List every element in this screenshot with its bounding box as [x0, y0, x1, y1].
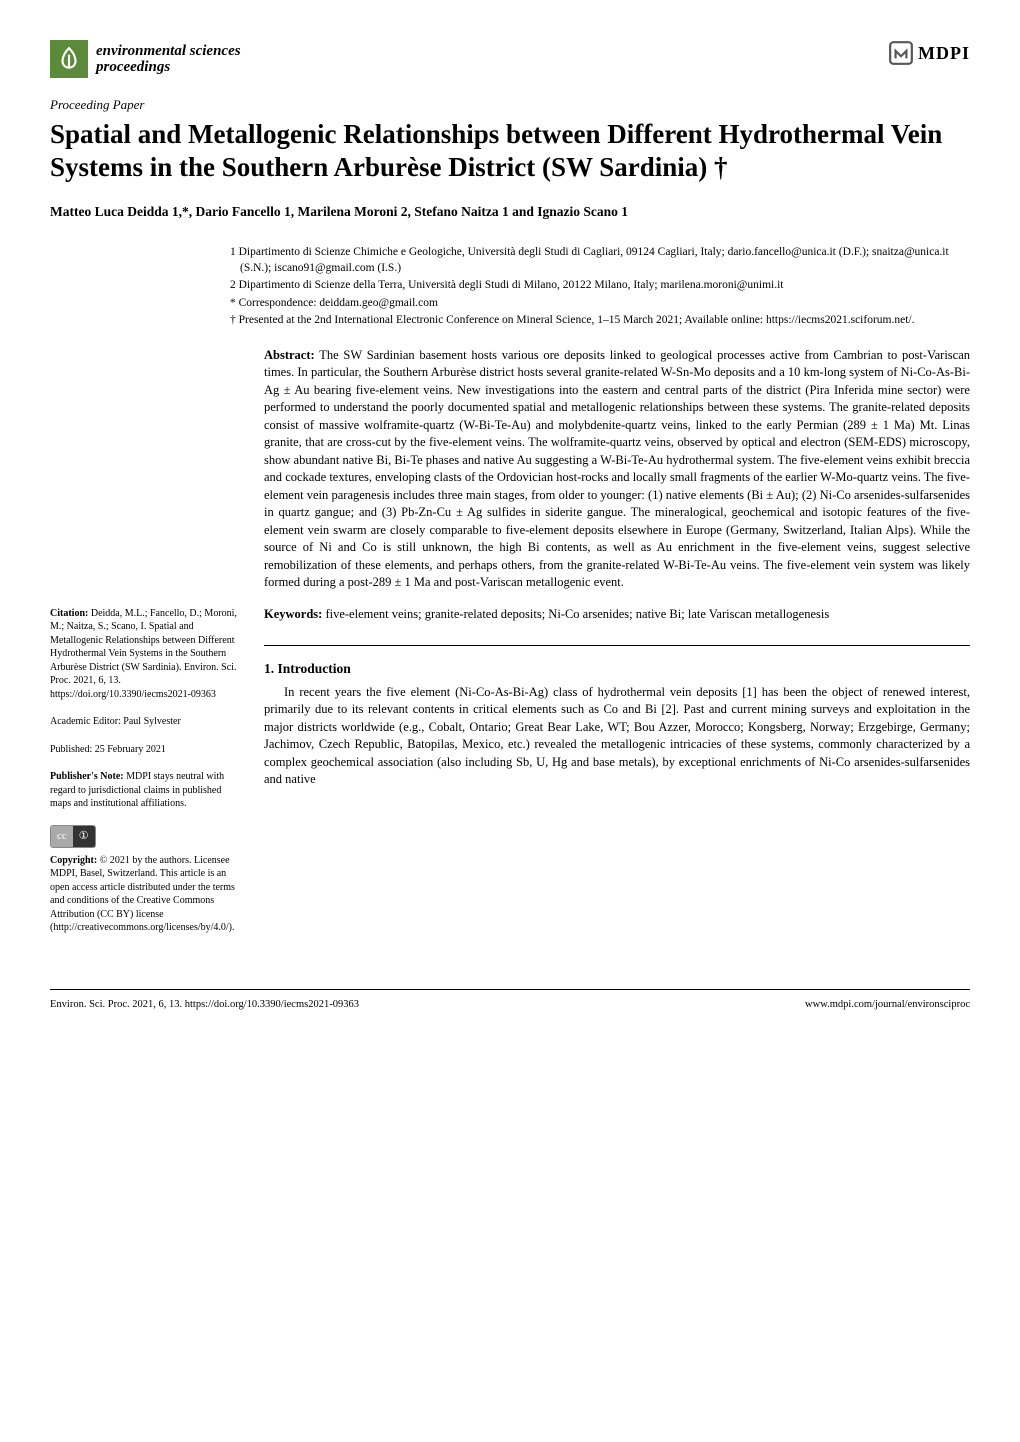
main-two-column: Citation: Deidda, M.L.; Fancello, D.; Mo… [50, 347, 970, 949]
published-date-text: Published: 25 February 2021 [50, 743, 240, 757]
keywords-label: Keywords: [264, 607, 322, 621]
copyright-block: Copyright: © 2021 by the authors. Licens… [50, 854, 240, 935]
sidebar-metadata: Citation: Deidda, M.L.; Fancello, D.; Mo… [50, 347, 240, 949]
authors-line: Matteo Luca Deidda 1,*, Dario Fancello 1… [50, 203, 970, 221]
citation-text: Deidda, M.L.; Fancello, D.; Moroni, M.; … [50, 608, 237, 700]
footer-left: Environ. Sci. Proc. 2021, 6, 13. https:/… [50, 998, 359, 1012]
academic-editor-block: Academic Editor: Paul Sylvester [50, 715, 240, 729]
affiliation-item: † Presented at the 2nd International Ele… [230, 313, 970, 329]
cc-by-icon: cc① [50, 825, 96, 848]
abstract-text: The SW Sardinian basement hosts various … [264, 348, 970, 590]
citation-label: Citation: [50, 608, 88, 619]
article-title: Spatial and Metallogenic Relationships b… [50, 118, 970, 186]
section-heading-introduction: 1. Introduction [264, 660, 970, 678]
introduction-paragraph: In recent years the five element (Ni-Co-… [264, 684, 970, 789]
affiliation-item: 2 Dipartimento di Scienze della Terra, U… [230, 278, 970, 294]
journal-logo-icon [50, 40, 88, 78]
article-type: Proceeding Paper [50, 96, 970, 114]
affiliations-block: 1 Dipartimento di Scienze Chimiche e Geo… [50, 245, 970, 329]
publishers-note-block: Publisher's Note: MDPI stays neutral wit… [50, 770, 240, 811]
section-divider [264, 645, 970, 646]
cc-license-badge-row: cc① [50, 825, 240, 848]
academic-editor-text: Academic Editor: Paul Sylvester [50, 715, 240, 729]
copyright-text: © 2021 by the authors. Licensee MDPI, Ba… [50, 855, 235, 934]
publisher-name: MDPI [918, 41, 970, 65]
publisher-logo: MDPI [888, 40, 970, 66]
main-content: Abstract: The SW Sardinian basement host… [264, 347, 970, 949]
page-header: environmental sciences proceedings MDPI [50, 40, 970, 78]
footer-right: www.mdpi.com/journal/environsciproc [805, 998, 970, 1012]
citation-block: Citation: Deidda, M.L.; Fancello, D.; Mo… [50, 607, 240, 702]
copyright-label: Copyright: [50, 855, 97, 866]
published-date-block: Published: 25 February 2021 [50, 743, 240, 757]
keywords-block: Keywords: five-element veins; granite-re… [264, 606, 970, 623]
affiliation-item: 1 Dipartimento di Scienze Chimiche e Geo… [230, 245, 970, 276]
page-footer: Environ. Sci. Proc. 2021, 6, 13. https:/… [50, 989, 970, 1012]
affiliation-item: * Correspondence: deiddam.geo@gmail.com [230, 296, 970, 312]
journal-logo-block: environmental sciences proceedings [50, 40, 241, 78]
abstract-label: Abstract: [264, 348, 315, 362]
abstract-block: Abstract: The SW Sardinian basement host… [264, 347, 970, 592]
publishers-note-label: Publisher's Note: [50, 771, 124, 782]
journal-name: environmental sciences proceedings [96, 43, 241, 76]
keywords-text: five-element veins; granite-related depo… [325, 607, 829, 621]
